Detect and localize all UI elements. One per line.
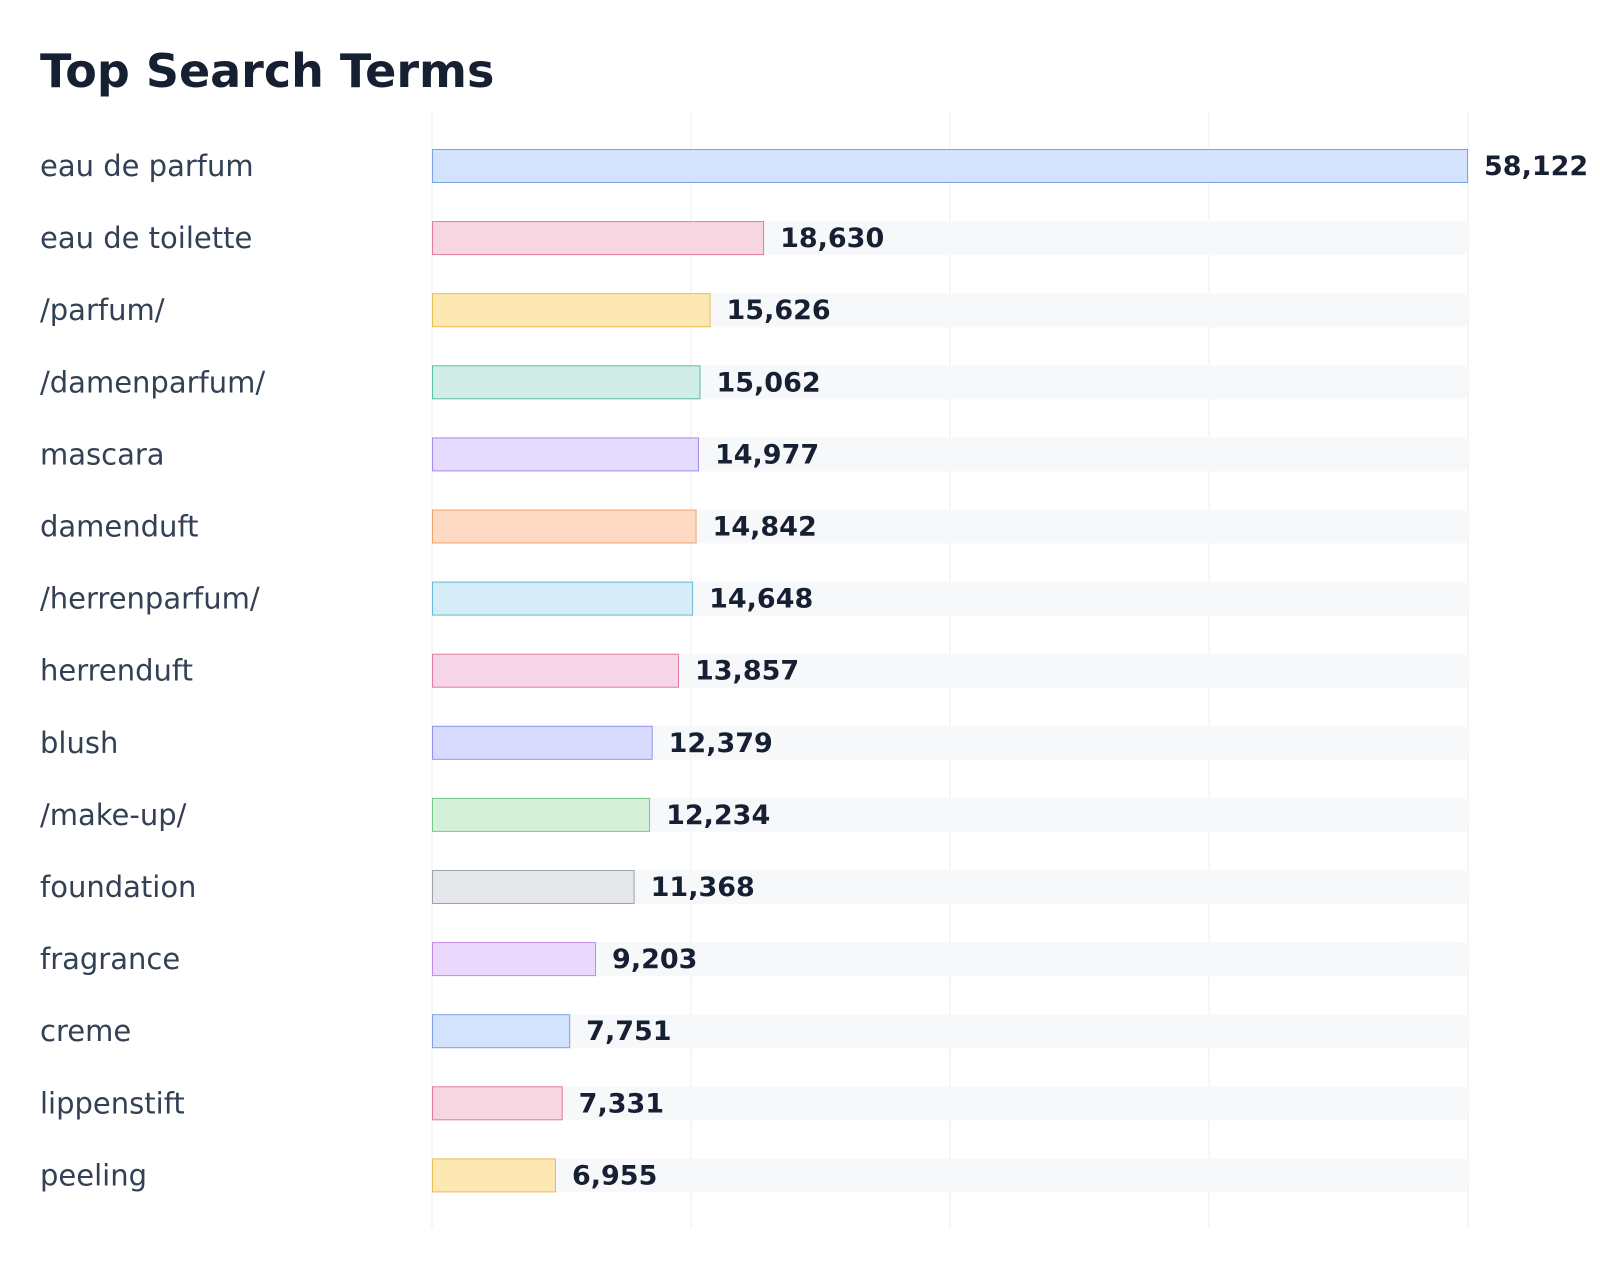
bar-track — [432, 797, 1468, 832]
category-label: mascara — [40, 437, 165, 471]
bar-track — [432, 725, 1468, 760]
value-label: 13,857 — [695, 656, 799, 687]
category-label: /herrenparfum/ — [40, 582, 260, 616]
bar — [432, 437, 699, 472]
category-label: blush — [40, 726, 118, 760]
value-label: 6,955 — [572, 1160, 657, 1191]
category-label: fragrance — [40, 942, 180, 976]
bar-track — [432, 653, 1468, 688]
category-label: herrenduft — [40, 654, 193, 688]
bar — [432, 365, 701, 400]
bar — [432, 797, 651, 832]
value-label: 7,331 — [579, 1088, 664, 1119]
bar — [432, 942, 597, 977]
value-label: 14,977 — [715, 439, 819, 470]
bar-track — [432, 1014, 1468, 1049]
value-label: 14,842 — [713, 512, 817, 543]
bar-track — [432, 942, 1468, 977]
bar — [432, 653, 679, 688]
bar-track — [432, 1158, 1468, 1193]
value-label: 12,234 — [666, 800, 770, 831]
bar — [432, 1158, 556, 1193]
bar — [432, 1014, 571, 1049]
value-label: 18,630 — [780, 223, 884, 254]
bar — [432, 293, 711, 328]
category-label: eau de toilette — [40, 221, 252, 255]
chart-title: Top Search Terms — [40, 44, 495, 98]
category-label: /parfum/ — [40, 293, 165, 327]
category-label: creme — [40, 1014, 131, 1048]
category-label: eau de parfum — [40, 149, 254, 183]
value-label: 15,062 — [716, 367, 820, 398]
bar — [432, 221, 765, 256]
bar-track — [432, 1086, 1468, 1121]
value-label: 14,648 — [709, 584, 813, 615]
bar — [432, 149, 1468, 183]
value-label: 7,751 — [586, 1016, 671, 1047]
category-label: /make-up/ — [40, 798, 187, 832]
bar — [432, 509, 697, 544]
value-label: 9,203 — [612, 944, 697, 975]
category-label: peeling — [40, 1158, 147, 1192]
bar — [432, 725, 653, 760]
bar — [432, 581, 694, 616]
bars-group: eau de parfum 58,122 eau de toilette 18,630… — [40, 149, 1588, 1193]
category-label: damenduft — [40, 510, 199, 544]
category-label: foundation — [40, 870, 196, 904]
value-label: 15,626 — [727, 295, 831, 326]
category-label: /damenparfum/ — [40, 365, 265, 399]
value-label: 58,122 — [1484, 151, 1588, 182]
bar — [432, 1086, 563, 1121]
bar — [432, 870, 635, 904]
value-label: 11,368 — [651, 872, 755, 903]
value-label: 12,379 — [669, 728, 773, 759]
bar-track — [432, 870, 1468, 904]
category-label: lippenstift — [40, 1086, 185, 1120]
